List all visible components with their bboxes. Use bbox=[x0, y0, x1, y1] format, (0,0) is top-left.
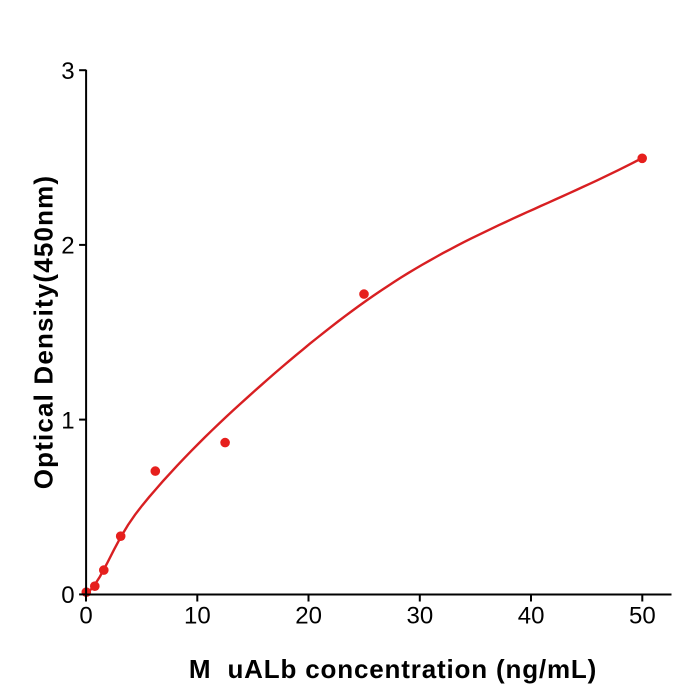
svg-text:0: 0 bbox=[61, 582, 74, 609]
svg-text:1: 1 bbox=[61, 407, 74, 434]
svg-text:10: 10 bbox=[184, 602, 211, 629]
svg-text:40: 40 bbox=[518, 602, 545, 629]
svg-text:20: 20 bbox=[295, 602, 322, 629]
svg-text:50: 50 bbox=[629, 602, 656, 629]
svg-text:30: 30 bbox=[407, 602, 434, 629]
svg-text:2: 2 bbox=[61, 233, 74, 260]
svg-text:Optical Density(450nm): Optical Density(450nm) bbox=[28, 175, 58, 490]
svg-text:3: 3 bbox=[61, 58, 74, 85]
svg-text:M uALb concentration (ng/mL): M uALb concentration (ng/mL) bbox=[189, 654, 597, 684]
svg-text:0: 0 bbox=[79, 602, 92, 629]
